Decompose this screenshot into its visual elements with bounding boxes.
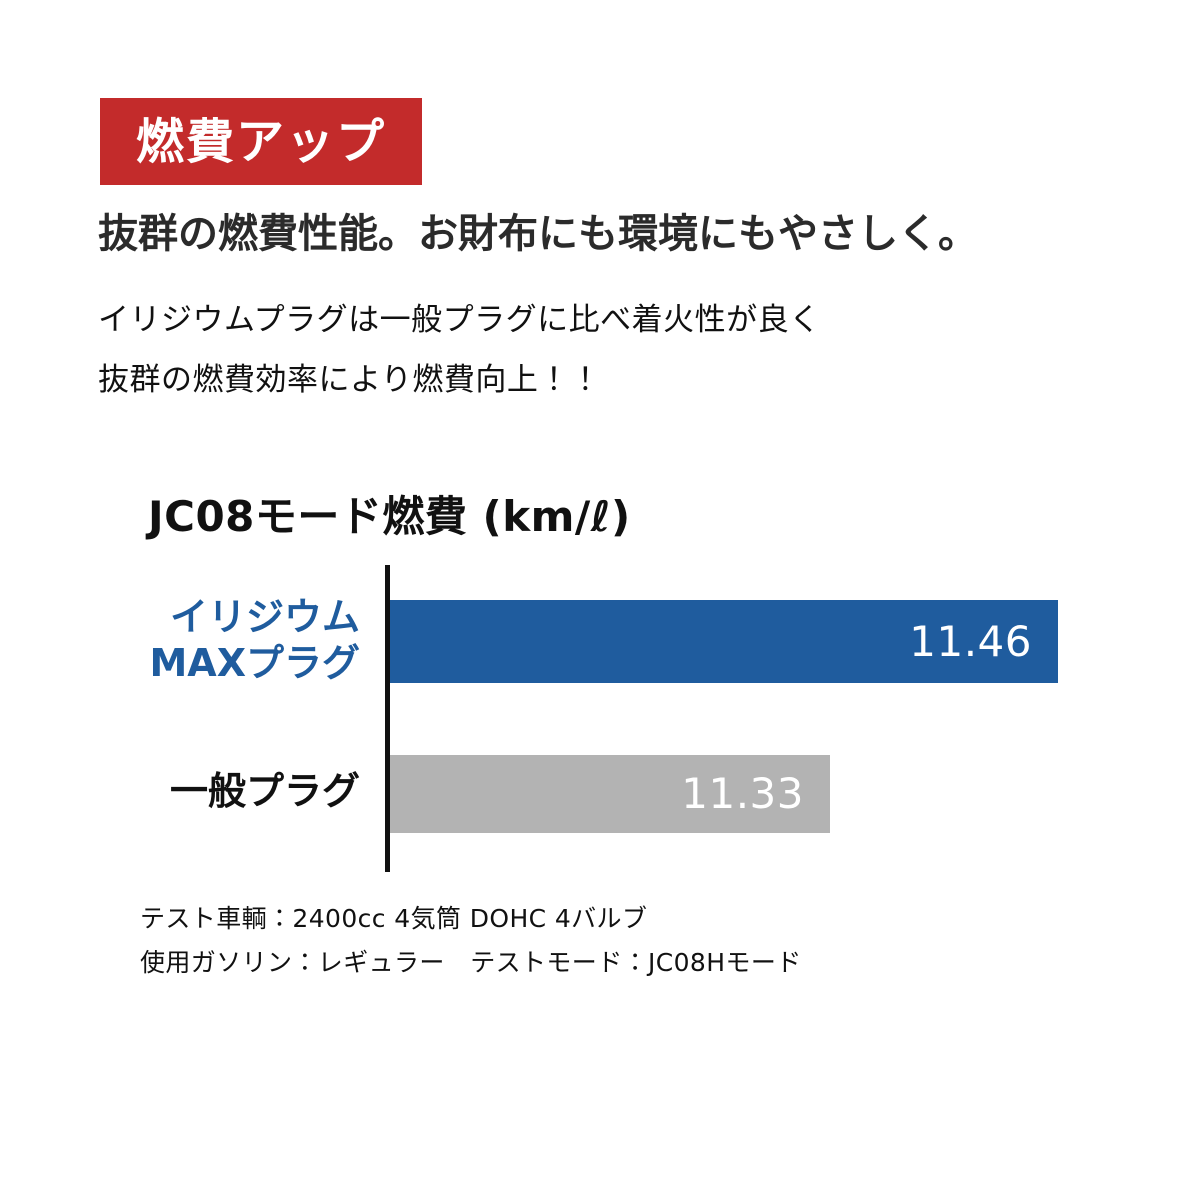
body-copy: イリジウムプラグは一般プラグに比べ着火性が良く 抜群の燃費効率により燃費向上！！ — [98, 290, 821, 411]
chart-bar-label-standard-line1: 一般プラグ — [169, 769, 360, 813]
chart-footnotes: テスト車輌：2400cc 4気筒 DOHC 4バルブ 使用ガソリン：レギュラー … — [140, 897, 802, 985]
body-line-1: イリジウムプラグは一般プラグに比べ着火性が良く — [98, 302, 821, 338]
chart-bar-label-iridium-line2: MAXプラグ — [149, 641, 360, 686]
chart-bar-value-iridium: 11.46 — [909, 616, 1032, 666]
chart-bar-label-iridium: イリジウム MAXプラグ — [120, 594, 360, 687]
chart-bar-label-standard: 一般プラグ — [120, 768, 360, 814]
chart-y-axis-line — [385, 565, 390, 872]
badge-label: 燃費アップ — [135, 113, 386, 170]
footnote-line-2: 使用ガソリン：レギュラー テストモード：JC08Hモード — [140, 947, 802, 977]
chart-bar-label-iridium-line1: イリジウム — [169, 595, 360, 639]
chart-bar-standard: 11.33 — [390, 755, 830, 833]
body-line-2: 抜群の燃費効率により燃費向上！！ — [98, 362, 602, 399]
chart-bar-iridium: 11.46 — [390, 600, 1058, 683]
fuel-economy-badge: 燃費アップ — [100, 98, 422, 185]
chart-bar-value-standard: 11.33 — [681, 769, 804, 818]
footnote-line-1: テスト車輌：2400cc 4気筒 DOHC 4バルブ — [140, 904, 648, 933]
chart-title: JC08モード燃費 (km/ℓ) — [148, 492, 631, 541]
headline: 抜群の燃費性能。お財布にも環境にもやさしく。 — [98, 211, 978, 257]
